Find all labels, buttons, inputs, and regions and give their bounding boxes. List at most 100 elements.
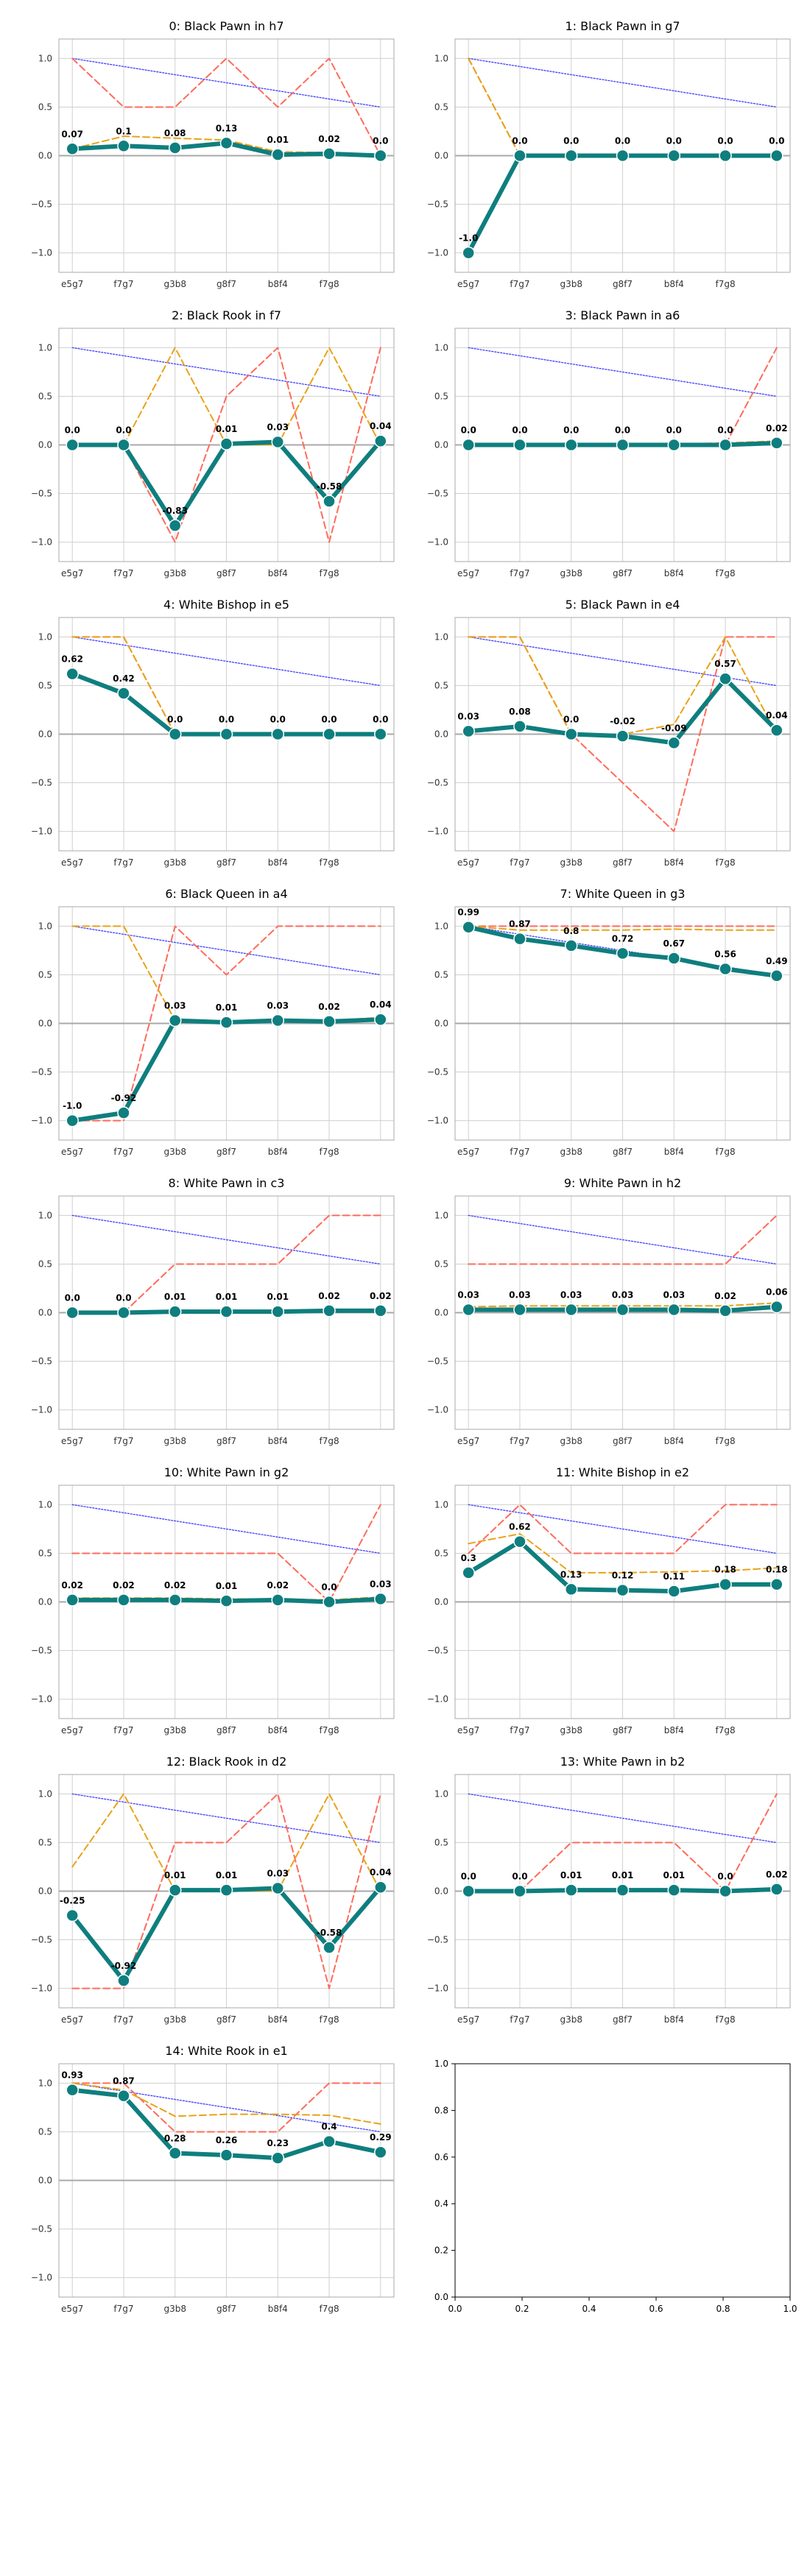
data-label: 0.62 (61, 654, 83, 665)
x-tick-label: e5g7 (61, 857, 83, 868)
axes-frame (454, 1774, 791, 2009)
subplot-3: 1.0 0.5 0.0 −0.5 −1.0 e5g7 f7g7 g3b8 g8f7 b8f4 f7g… (427, 308, 791, 578)
x-tick-label: b8f4 (268, 2304, 288, 2314)
data-label: 0.28 (164, 2134, 186, 2144)
y-tick-label: 0.0 (38, 1019, 52, 1029)
x-tick-label: b8f4 (664, 1147, 684, 1157)
data-label: 0.0 (167, 715, 183, 725)
data-point (462, 920, 475, 934)
data-point (616, 1303, 630, 1317)
y-tick-label: 0.0 (434, 440, 448, 450)
data-point (219, 1305, 233, 1318)
data-label: 0.02 (714, 1291, 736, 1301)
x-tick-label: g3b8 (163, 1725, 186, 1735)
data-label: 0.13 (216, 123, 238, 133)
x-tick-label: g8f7 (613, 279, 633, 289)
x-tick-label: g3b8 (560, 279, 582, 289)
axes-frame (454, 1485, 791, 1719)
series-line-red-dashed (468, 1214, 778, 1265)
x-tick-label: g8f7 (216, 279, 236, 289)
subplot-10: 1.0 0.5 0.0 −0.5 −1.0 e5g7 f7g7 g3b8 g8f7 b8f4 f7g… (31, 1465, 395, 1735)
y-tick-label: −1.0 (31, 537, 52, 548)
axes-frame (58, 906, 395, 1141)
subplot-11: 1.0 0.5 0.0 −0.5 −1.0 e5g7 f7g7 g3b8 g8f7 b8f4 f7g… (427, 1465, 791, 1735)
data-point (462, 438, 475, 452)
y-tick-label: −0.5 (427, 199, 448, 210)
data-label: -0.09 (661, 723, 687, 733)
x-tick-label: g8f7 (613, 1436, 633, 1446)
y-tick-label: 1.0 (434, 1499, 448, 1510)
data-label: 0.03 (267, 1869, 289, 1879)
y-tick-label: −1.0 (427, 1694, 448, 1705)
x-tick-label: g8f7 (216, 568, 236, 578)
y-tick-label: −1.0 (31, 1984, 52, 1994)
x-tick-label: g8f7 (613, 1725, 633, 1735)
data-point (323, 727, 336, 741)
data-point (168, 727, 182, 741)
data-point (219, 136, 233, 150)
data-point (117, 438, 130, 452)
subplot-5: 1.0 0.5 0.0 −0.5 −1.0 e5g7 f7g7 g3b8 g8f7 b8f4 f7g… (427, 598, 791, 868)
y-tick-label: −1.0 (31, 1116, 52, 1126)
series-line-blue-dotted (71, 347, 381, 397)
data-label: 0.67 (663, 938, 685, 949)
data-point (667, 438, 681, 452)
y-tick-label: 1.0 (38, 2078, 52, 2088)
y-tick-label: 0.0 (434, 151, 448, 161)
x-tick-label: e5g7 (61, 279, 83, 289)
x-tick-label: 0.0 (448, 2304, 462, 2314)
data-point (770, 723, 783, 737)
data-label: 0.01 (560, 1870, 582, 1880)
data-point (168, 1305, 182, 1318)
data-point (323, 2134, 336, 2148)
x-tick-label: f7g8 (715, 279, 735, 289)
series-line-orange-dashed (468, 925, 778, 931)
data-point (667, 736, 681, 750)
series-line-blue-dotted (71, 1214, 381, 1265)
x-tick-label: f7g8 (319, 279, 339, 289)
data-point (66, 1306, 79, 1320)
data-label: 0.0 (717, 136, 733, 146)
x-tick-label: e5g7 (457, 2014, 479, 2025)
x-tick-label: f7g7 (510, 1725, 529, 1735)
subplot-15: 0.0 0.2 0.4 0.6 0.8 1.0 0.0 0.2 0.4 0.6 0.8 1.0 (434, 2059, 797, 2314)
data-point (667, 1883, 681, 1897)
y-tick-label: 0.2 (434, 2246, 448, 2256)
y-tick-label: 0.5 (434, 1548, 448, 1558)
data-point (462, 724, 475, 738)
subplot-2: 1.0 0.5 0.0 −0.5 −1.0 e5g7 f7g7 g3b8 g8f7 b8f4 f7g… (31, 308, 395, 578)
y-tick-label: 0.0 (434, 2292, 448, 2302)
y-tick-label: −1.0 (31, 1405, 52, 1415)
x-tick-label: b8f4 (268, 1725, 288, 1735)
x-tick-label: g3b8 (560, 1147, 582, 1157)
y-tick-label: 0.0 (434, 729, 448, 740)
data-label: 0.03 (267, 1001, 289, 1011)
x-tick-label: e5g7 (61, 2014, 83, 2025)
x-tick-label: g3b8 (560, 1436, 582, 1446)
data-label: 0.8 (563, 926, 579, 936)
data-point (66, 1908, 79, 1922)
x-tick-label: f7g7 (510, 1436, 529, 1446)
subplot-title: 1: Black Pawn in g7 (565, 19, 680, 33)
x-tick-label: f7g8 (715, 1725, 735, 1735)
data-point (616, 1583, 630, 1597)
x-tick-label: g3b8 (560, 2014, 582, 2025)
y-tick-label: 1.0 (434, 2059, 448, 2069)
data-label: 0.01 (164, 1292, 186, 1302)
data-point (374, 2145, 387, 2159)
data-label: -0.92 (111, 1961, 137, 1971)
data-point (117, 139, 130, 153)
y-tick-label: 1.0 (434, 342, 448, 353)
data-point (374, 1304, 387, 1317)
subplot-title: 6: Black Queen in a4 (165, 887, 287, 901)
data-point (770, 1300, 783, 1314)
subplot-title: 10: White Pawn in g2 (164, 1465, 289, 1479)
data-point (462, 1566, 475, 1579)
x-tick-label: g3b8 (163, 2304, 186, 2314)
y-tick-label: −1.0 (31, 827, 52, 837)
x-tick-label: f7g7 (113, 1725, 133, 1735)
data-label: 0.06 (766, 1287, 788, 1298)
subplot-title: 13: White Pawn in b2 (560, 1755, 686, 1769)
data-label: 0.04 (370, 999, 392, 1010)
data-point (616, 1883, 630, 1897)
